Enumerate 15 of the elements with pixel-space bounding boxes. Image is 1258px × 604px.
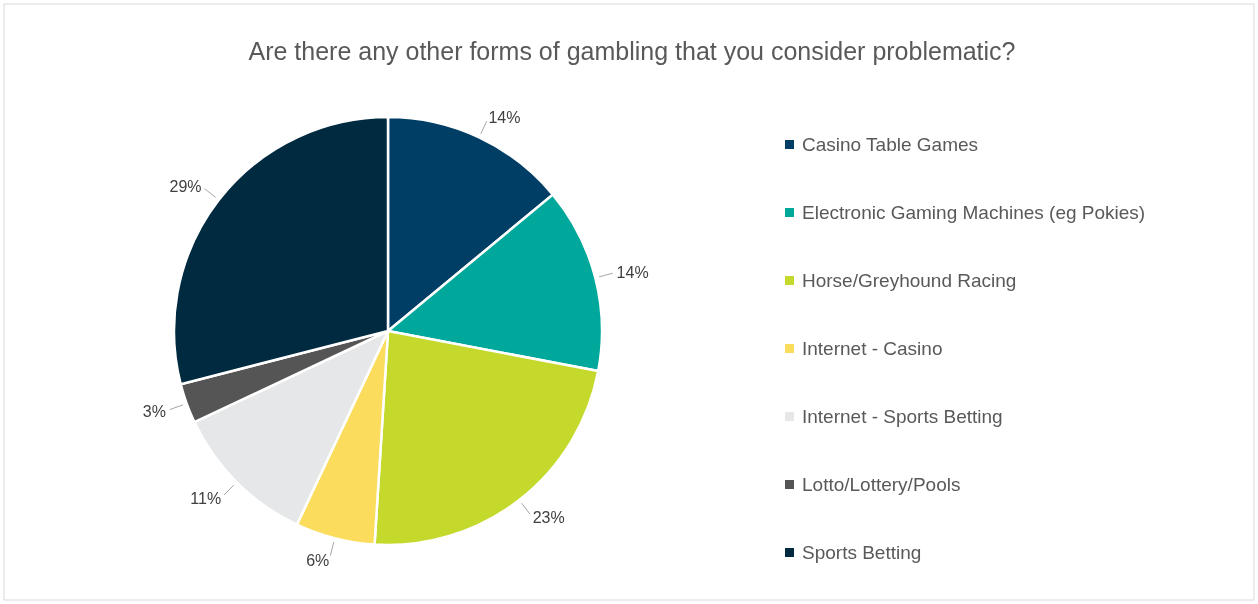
data-label: 14% — [488, 109, 521, 127]
data-label: 14% — [616, 264, 649, 282]
chart-title: Are there any other forms of gambling that you consider problematic? — [248, 37, 1016, 65]
data-label: 29% — [169, 178, 202, 196]
legend-label: Horse/Greyhound Racing — [802, 270, 1017, 291]
data-label: 3% — [142, 402, 166, 420]
legend-label: Internet - Casino — [802, 338, 943, 359]
legend-label: Lotto/Lottery/Pools — [802, 474, 961, 495]
legend-label: Electronic Gaming Machines (eg Pokies) — [802, 202, 1146, 223]
legend-label: Sports Betting — [802, 542, 922, 563]
legend-label: Internet - Sports Betting — [802, 406, 1003, 427]
data-label: 6% — [306, 551, 330, 569]
data-label: 23% — [532, 509, 565, 527]
data-label: 11% — [190, 489, 222, 507]
legend-label: Casino Table Games — [802, 134, 979, 155]
